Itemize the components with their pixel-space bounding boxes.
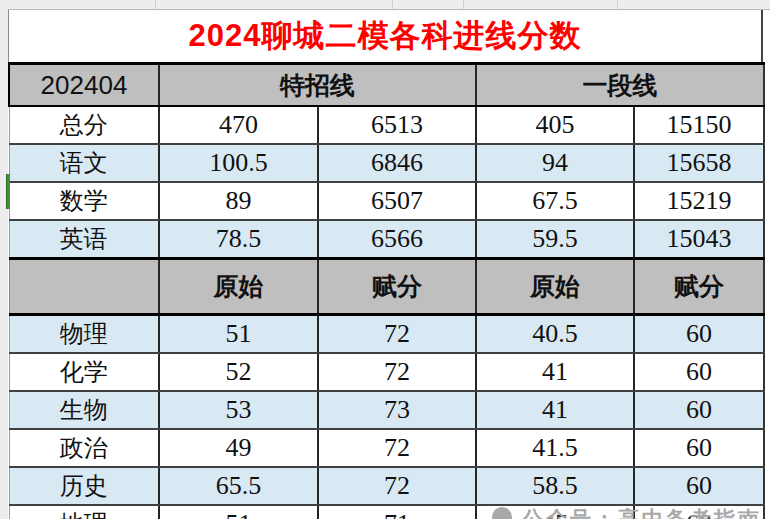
- watermark-text: 公众号：高中备考指南: [522, 505, 762, 519]
- gridline: [392, 0, 393, 9]
- watermark: 公众号：高中备考指南: [492, 505, 762, 519]
- value-cell[interactable]: 67.5: [476, 182, 634, 220]
- sheet-margin: [0, 9, 8, 519]
- value-cell[interactable]: 15219: [634, 182, 764, 220]
- table-header-row: 202404 特招线 一段线: [9, 64, 764, 107]
- value-cell[interactable]: 49: [159, 429, 318, 467]
- value-cell[interactable]: 72: [318, 467, 476, 505]
- gridline: [155, 0, 156, 9]
- subheader-scaled[interactable]: 赋分: [634, 259, 764, 315]
- value-cell[interactable]: 60: [634, 467, 764, 505]
- value-cell[interactable]: 72: [318, 429, 476, 467]
- subject-cell[interactable]: 物理: [9, 315, 159, 354]
- subject-cell[interactable]: 政治: [9, 429, 159, 467]
- value-cell[interactable]: 41: [476, 353, 634, 391]
- subject-cell[interactable]: 历史: [9, 467, 159, 505]
- scores-table: 202404 特招线 一段线 总分 470 6513 405 15150 语文 …: [8, 62, 765, 519]
- value-cell[interactable]: 405: [476, 106, 634, 144]
- subheader-raw[interactable]: 原始: [159, 259, 318, 315]
- value-cell[interactable]: 78.5: [159, 220, 318, 259]
- table-row: 化学 52 72 41 60: [9, 353, 764, 391]
- value-cell[interactable]: 53: [159, 391, 318, 429]
- subject-cell[interactable]: 语文: [9, 144, 159, 182]
- value-cell[interactable]: 58.5: [476, 467, 634, 505]
- value-cell[interactable]: 94: [476, 144, 634, 182]
- value-cell[interactable]: 470: [159, 106, 318, 144]
- subject-cell[interactable]: 英语: [9, 220, 159, 259]
- value-cell[interactable]: 72: [318, 315, 476, 354]
- value-cell[interactable]: 60: [634, 353, 764, 391]
- value-cell[interactable]: 15043: [634, 220, 764, 259]
- title-cell[interactable]: 2024聊城二模各科进线分数: [8, 10, 763, 62]
- value-cell[interactable]: 15658: [634, 144, 764, 182]
- table-row: 语文 100.5 6846 94 15658: [9, 144, 764, 182]
- value-cell[interactable]: 6846: [318, 144, 476, 182]
- value-cell[interactable]: 41.5: [476, 429, 634, 467]
- subheader-raw[interactable]: 原始: [476, 259, 634, 315]
- value-cell[interactable]: 65.5: [159, 467, 318, 505]
- value-cell[interactable]: 52: [159, 353, 318, 391]
- value-cell[interactable]: 72: [318, 353, 476, 391]
- subject-cell[interactable]: 总分: [9, 106, 159, 144]
- subheader-scaled[interactable]: 赋分: [318, 259, 476, 315]
- value-cell[interactable]: 100.5: [159, 144, 318, 182]
- value-cell[interactable]: 89: [159, 182, 318, 220]
- value-cell[interactable]: 51: [159, 505, 318, 519]
- value-cell[interactable]: 59.5: [476, 220, 634, 259]
- table-row: 英语 78.5 6566 59.5 15043: [9, 220, 764, 259]
- gridline: [617, 0, 618, 9]
- value-cell[interactable]: 51: [159, 315, 318, 354]
- period-cell[interactable]: 202404: [9, 64, 159, 107]
- table-row: 数学 89 6507 67.5 15219: [9, 182, 764, 220]
- gridline-strip: [0, 0, 770, 10]
- value-cell[interactable]: 71: [318, 505, 476, 519]
- subject-cell[interactable]: 生物: [9, 391, 159, 429]
- group-header-tezhao[interactable]: 特招线: [159, 64, 476, 107]
- table-row: 总分 470 6513 405 15150: [9, 106, 764, 144]
- value-cell[interactable]: 41: [476, 391, 634, 429]
- subject-cell-active[interactable]: 数学: [9, 182, 159, 220]
- gridline: [463, 0, 464, 9]
- table-row: 政治 49 72 41.5 60: [9, 429, 764, 467]
- subject-cell[interactable]: 化学: [9, 353, 159, 391]
- value-cell[interactable]: 6513: [318, 106, 476, 144]
- value-cell[interactable]: 40.5: [476, 315, 634, 354]
- active-cell-selection-border: [6, 174, 10, 209]
- table-row: 物理 51 72 40.5 60: [9, 315, 764, 354]
- value-cell[interactable]: 60: [634, 429, 764, 467]
- group-header-yiduan[interactable]: 一段线: [476, 64, 764, 107]
- value-cell[interactable]: 60: [634, 391, 764, 429]
- subject-cell[interactable]: 地理: [9, 505, 159, 519]
- table-row: 生物 53 73 41 60: [9, 391, 764, 429]
- value-cell[interactable]: 15150: [634, 106, 764, 144]
- value-cell[interactable]: 73: [318, 391, 476, 429]
- table-row: 历史 65.5 72 58.5 60: [9, 467, 764, 505]
- watermark-logo-icon: [492, 507, 512, 519]
- value-cell[interactable]: 6566: [318, 220, 476, 259]
- value-cell[interactable]: 60: [634, 315, 764, 354]
- page-title: 2024聊城二模各科进线分数: [189, 15, 582, 57]
- empty-cell[interactable]: [9, 259, 159, 315]
- value-cell[interactable]: 6507: [318, 182, 476, 220]
- subheader-row: 原始 赋分 原始 赋分: [9, 259, 764, 315]
